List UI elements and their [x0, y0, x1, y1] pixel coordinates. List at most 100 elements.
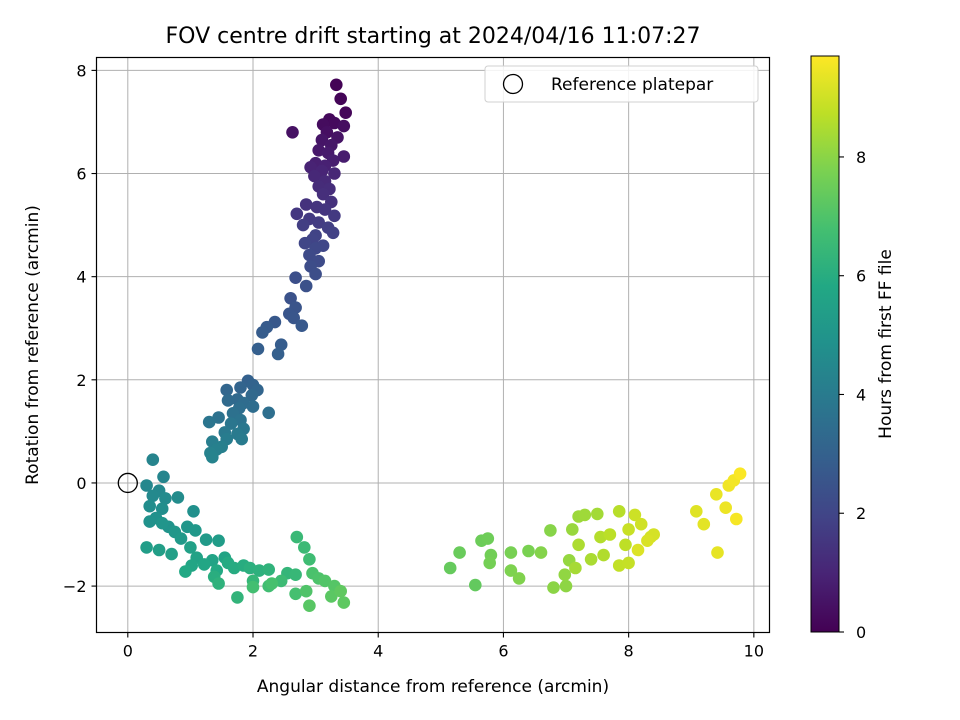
- data-point: [290, 530, 304, 544]
- data-point: [569, 561, 582, 575]
- data-point: [298, 236, 312, 250]
- data-point: [303, 248, 316, 262]
- data-point: [544, 524, 557, 537]
- colorbar-tick-label: 8: [856, 148, 866, 167]
- data-point: [295, 319, 309, 333]
- data-point: [157, 470, 170, 484]
- chart-title: FOV centre drift starting at 2024/04/16 …: [166, 24, 701, 49]
- data-point: [245, 389, 259, 402]
- x-tick-label: 4: [373, 642, 383, 661]
- data-point: [287, 311, 301, 325]
- data-point: [289, 587, 302, 601]
- data-point: [547, 581, 560, 594]
- data-point: [631, 543, 645, 557]
- colorbar-gradient: [810, 55, 840, 633]
- data-point: [284, 292, 297, 305]
- data-point: [453, 546, 466, 559]
- data-point: [212, 534, 225, 547]
- data-point: [711, 546, 724, 559]
- colorbar-tick-label: 2: [856, 504, 866, 523]
- data-point: [289, 271, 302, 285]
- data-point: [143, 515, 156, 528]
- data-point: [299, 584, 313, 598]
- data-point: [303, 599, 316, 612]
- data-point: [578, 508, 592, 522]
- data-point: [710, 488, 723, 501]
- data-point: [339, 106, 353, 119]
- data-point: [326, 226, 340, 240]
- data-point: [312, 216, 326, 229]
- data-point: [325, 590, 338, 603]
- y-tick-label: 4: [76, 268, 86, 287]
- data-point: [584, 553, 598, 566]
- data-point: [318, 203, 332, 216]
- data-point: [235, 432, 248, 446]
- data-point: [256, 326, 269, 339]
- data-point: [165, 547, 178, 561]
- data-point: [481, 532, 495, 545]
- data-point: [315, 133, 329, 147]
- data-point: [308, 169, 321, 183]
- data-point: [559, 579, 573, 593]
- data-point: [290, 207, 304, 221]
- data-points: [140, 78, 747, 612]
- data-point: [512, 572, 526, 585]
- data-point: [622, 556, 635, 570]
- x-tick-label: 0: [123, 642, 133, 661]
- y-tick-label: 8: [76, 61, 86, 80]
- colorbar-ticks: 0 2 4 6 8: [839, 148, 866, 642]
- legend-entry-reference-platepar: Reference platepar: [551, 75, 713, 95]
- data-point: [309, 267, 322, 281]
- data-point: [316, 187, 330, 201]
- data-point: [220, 383, 233, 397]
- data-point: [690, 505, 703, 518]
- data-point: [622, 523, 635, 536]
- x-tick-label: 8: [624, 642, 634, 661]
- data-point: [206, 450, 219, 464]
- colorbar-tick-label: 0: [856, 623, 866, 642]
- data-point: [619, 538, 632, 552]
- data-point: [298, 541, 311, 554]
- data-point: [189, 524, 202, 537]
- data-point: [328, 209, 341, 223]
- data-point: [221, 394, 235, 407]
- data-point: [271, 347, 285, 361]
- y-tick-label: −2: [63, 577, 87, 596]
- data-point: [152, 543, 166, 557]
- x-tick-label: 6: [498, 642, 508, 661]
- data-point: [246, 400, 260, 413]
- data-point: [597, 548, 610, 562]
- data-point: [558, 568, 572, 581]
- data-point: [155, 516, 169, 530]
- data-point: [522, 544, 535, 558]
- colorbar-tick-label: 6: [856, 267, 866, 286]
- data-point: [140, 541, 153, 554]
- legend-box: [484, 65, 759, 103]
- data-point: [184, 541, 197, 554]
- data-point: [146, 453, 160, 467]
- data-point: [337, 596, 351, 609]
- reference-marker: [117, 472, 138, 494]
- data-point: [334, 92, 348, 106]
- data-point: [262, 563, 276, 576]
- data-point: [628, 508, 642, 522]
- data-point: [719, 501, 732, 514]
- x-tick-label: 10: [744, 642, 764, 661]
- data-point: [171, 491, 185, 504]
- data-point: [289, 568, 302, 581]
- reference-point: [117, 472, 138, 494]
- data-point: [251, 342, 265, 356]
- axis-ticks: 0 2 4 6 8 10 −2 0 2 4 6 8: [63, 61, 764, 660]
- data-point: [146, 489, 160, 503]
- data-point: [566, 523, 579, 536]
- legend: Reference platepar: [484, 65, 759, 103]
- data-point: [572, 538, 585, 552]
- data-point: [159, 492, 172, 505]
- data-point: [337, 119, 351, 133]
- data-point: [212, 411, 225, 424]
- data-point: [483, 556, 497, 570]
- data-point: [318, 574, 332, 588]
- data-point: [299, 198, 313, 211]
- data-point: [334, 584, 348, 598]
- data-point: [252, 564, 266, 577]
